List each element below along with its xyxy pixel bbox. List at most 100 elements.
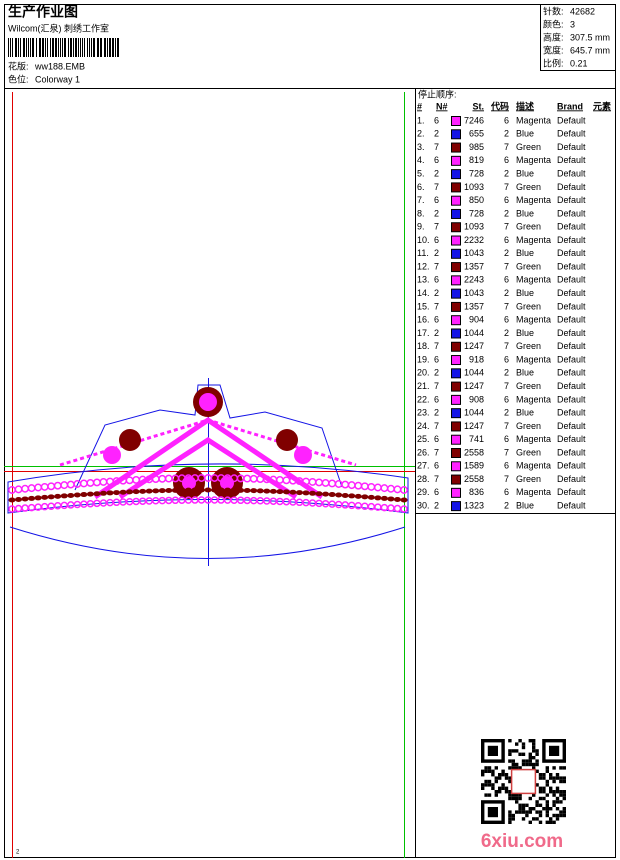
qr-module xyxy=(542,807,546,811)
description: Blue xyxy=(516,500,534,510)
qr-module xyxy=(484,793,488,797)
qr-module xyxy=(535,803,539,807)
description: Blue xyxy=(516,368,534,378)
stitch-dot xyxy=(67,492,75,498)
bar xyxy=(47,38,48,57)
brand: Default xyxy=(557,500,586,510)
description: Green xyxy=(516,182,541,192)
bar xyxy=(117,38,119,57)
bar xyxy=(60,38,61,57)
qr-module xyxy=(545,800,549,804)
qr-module xyxy=(549,817,553,821)
qr-module xyxy=(491,786,495,790)
brand: Default xyxy=(557,328,586,338)
stitches: 2558 xyxy=(464,447,484,457)
stitch-dot xyxy=(53,481,62,490)
qr-finder xyxy=(487,807,498,818)
column-header: # xyxy=(417,101,422,111)
qr-module xyxy=(508,759,512,763)
qr-module xyxy=(521,817,526,821)
qr-module xyxy=(545,820,549,824)
qr-module xyxy=(552,766,556,770)
needle: 6 xyxy=(434,235,439,245)
stitch-dot xyxy=(393,496,401,502)
code: 2 xyxy=(504,368,509,378)
qr-module xyxy=(515,810,519,814)
description: Blue xyxy=(516,168,534,178)
stitch-dot xyxy=(158,474,167,483)
bar xyxy=(109,38,111,57)
company: Wilcom(汇泉) 刺绣工作室 xyxy=(8,22,109,33)
row-number: 14. xyxy=(417,288,430,298)
qr-module xyxy=(532,745,536,750)
bar xyxy=(70,38,72,57)
stitch-dot xyxy=(164,474,173,483)
brand: Default xyxy=(557,368,586,378)
qr-module xyxy=(511,813,515,818)
needle: 7 xyxy=(434,447,439,457)
code: 7 xyxy=(504,142,509,152)
code: 7 xyxy=(504,301,509,311)
stitch-dot xyxy=(145,488,153,494)
stitch-dot xyxy=(86,491,94,497)
qr-module xyxy=(484,779,488,784)
code: 6 xyxy=(504,354,509,364)
qr-module xyxy=(555,807,560,811)
stitch-dot xyxy=(113,490,121,496)
stitches: 908 xyxy=(469,394,484,404)
brand: Default xyxy=(557,182,586,192)
qr-module xyxy=(515,766,519,770)
stitches: 1044 xyxy=(464,368,484,378)
brand: Default xyxy=(557,421,586,431)
bar xyxy=(107,38,108,57)
needle: 7 xyxy=(434,142,439,152)
stitch-dot xyxy=(249,474,258,483)
qr-module xyxy=(535,800,539,804)
description: Magenta xyxy=(516,461,551,471)
colorway-label: 色位: xyxy=(8,73,29,84)
bar xyxy=(62,38,63,57)
stitch-dot xyxy=(125,476,134,485)
qr-module xyxy=(501,773,505,777)
stitch-dot xyxy=(400,497,408,503)
qr-module xyxy=(494,790,498,794)
motif xyxy=(119,429,141,451)
qr-module xyxy=(559,813,563,818)
swatch xyxy=(451,262,461,273)
stitch-dot xyxy=(73,492,81,498)
bar xyxy=(80,38,81,57)
swatch xyxy=(451,169,461,180)
qr-module xyxy=(549,807,553,811)
qr-module xyxy=(559,793,563,797)
stitch-dot xyxy=(354,493,362,499)
stitch-dot xyxy=(67,501,75,509)
qr-module xyxy=(515,742,519,746)
stitch-dot xyxy=(60,501,69,510)
stitch-dot xyxy=(341,480,350,489)
bar xyxy=(115,38,116,57)
qr-module xyxy=(518,810,522,814)
stitch-dot xyxy=(367,482,376,491)
design-label: 花版: xyxy=(8,60,29,71)
swatch xyxy=(451,222,461,233)
qr-module xyxy=(511,766,515,770)
column-header: Brand xyxy=(557,101,583,111)
qr-code xyxy=(481,739,566,824)
brand: Default xyxy=(557,487,586,497)
needle: 2 xyxy=(434,408,439,418)
barcode xyxy=(8,38,119,57)
stitch-dot xyxy=(47,494,55,500)
qr-module xyxy=(525,810,529,814)
stitch-dot xyxy=(263,488,271,494)
stitches: 1093 xyxy=(464,182,484,192)
needle: 6 xyxy=(434,434,439,444)
qr-module xyxy=(508,790,512,794)
row-number: 28. xyxy=(417,474,430,484)
stitch-dot xyxy=(80,492,88,498)
code: 6 xyxy=(504,275,509,285)
stitch-dot xyxy=(60,481,69,490)
swatch xyxy=(451,461,461,472)
stitch-dot xyxy=(21,496,29,502)
qr-module xyxy=(504,786,509,790)
row-number: 2. xyxy=(417,129,425,139)
